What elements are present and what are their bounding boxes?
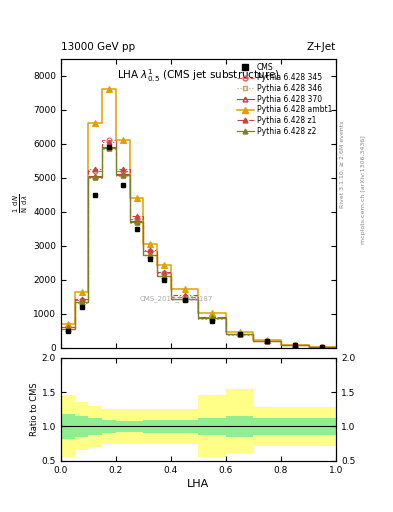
Text: 13000 GeV pp: 13000 GeV pp	[61, 41, 135, 52]
Text: LHA $\lambda^{1}_{0.5}$ (CMS jet substructure): LHA $\lambda^{1}_{0.5}$ (CMS jet substru…	[117, 68, 280, 84]
X-axis label: LHA: LHA	[187, 479, 209, 489]
Text: Z+Jet: Z+Jet	[307, 41, 336, 52]
Y-axis label: $\frac{1}{\mathrm{N}}\,\frac{\mathrm{d}N}{\mathrm{d}\lambda}$: $\frac{1}{\mathrm{N}}\,\frac{\mathrm{d}N…	[12, 194, 30, 213]
Legend: CMS, Pythia 6.428 345, Pythia 6.428 346, Pythia 6.428 370, Pythia 6.428 ambt1, P: CMS, Pythia 6.428 345, Pythia 6.428 346,…	[235, 61, 334, 137]
Text: mcplots.cern.ch [arXiv:1306.3436]: mcplots.cern.ch [arXiv:1306.3436]	[361, 135, 366, 244]
Text: CMS_2019_I1920187: CMS_2019_I1920187	[140, 295, 213, 302]
Text: Rivet 3.1.10, ≥ 2.6M events: Rivet 3.1.10, ≥ 2.6M events	[340, 120, 345, 207]
Y-axis label: Ratio to CMS: Ratio to CMS	[30, 382, 39, 436]
